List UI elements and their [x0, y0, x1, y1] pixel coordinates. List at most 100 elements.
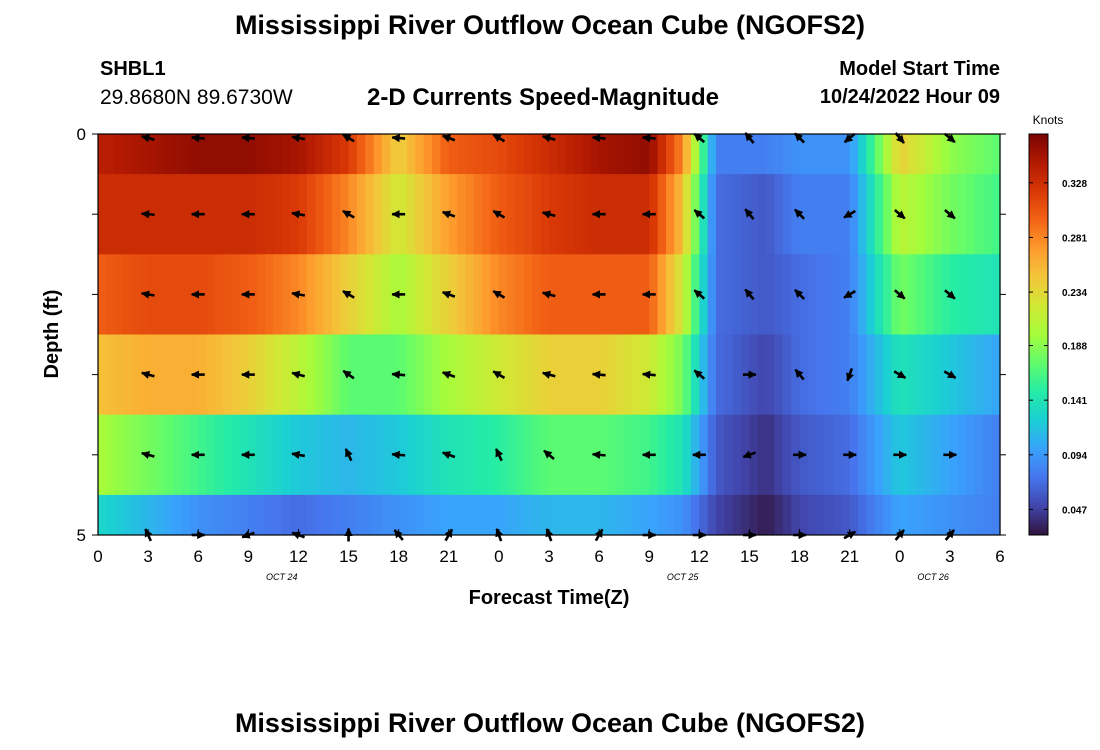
- heatmap-cell: [331, 254, 341, 335]
- heatmap-cell: [365, 134, 375, 175]
- heatmap-cell: [933, 414, 943, 496]
- heatmap-cell: [832, 174, 842, 255]
- heatmap-cell: [173, 414, 183, 496]
- heatmap-cell: [766, 334, 776, 416]
- heatmap-cell: [774, 254, 784, 335]
- heatmap-cell: [448, 334, 458, 416]
- heatmap-cell: [832, 414, 842, 496]
- heatmap-cell: [214, 174, 224, 255]
- heatmap-cell: [256, 334, 266, 416]
- heatmap-cell: [624, 414, 634, 496]
- heatmap-cell: [933, 494, 943, 536]
- heatmap-cell: [665, 254, 675, 335]
- heatmap-cell: [373, 254, 383, 335]
- heatmap-cell: [657, 134, 667, 175]
- heatmap-cell: [874, 174, 884, 255]
- heatmap-cell: [632, 174, 642, 255]
- heatmap-cell: [206, 134, 216, 175]
- heatmap-cell: [373, 494, 383, 536]
- heatmap-cell: [407, 494, 416, 536]
- heatmap-cell: [432, 334, 442, 416]
- x-tick-label: 3: [945, 547, 954, 566]
- heatmap-cell: [774, 134, 784, 175]
- heatmap-cell: [189, 494, 199, 536]
- heatmap-cell: [223, 414, 233, 496]
- heatmap-cell: [582, 174, 592, 255]
- heatmap-cell: [757, 254, 767, 335]
- second-chart-title: Mississippi River Outflow Ocean Cube (NG…: [234, 708, 866, 738]
- heatmap-cell: [782, 414, 792, 496]
- heatmap-cell: [732, 334, 742, 416]
- heatmap-cell: [498, 134, 508, 175]
- heatmap-cell: [557, 494, 567, 536]
- heatmap-cell: [674, 134, 684, 175]
- heatmap-cell: [490, 414, 500, 496]
- colorbar: Knots 0.047 0.094 0.141 0.188 0.234 0.281 0.32…: [1028, 113, 1087, 536]
- heatmap-cell: [273, 174, 283, 255]
- heatmap-cell: [732, 494, 742, 536]
- heatmap-cell: [807, 414, 817, 496]
- heatmap-cell: [106, 134, 116, 175]
- heatmap-cell: [331, 134, 341, 175]
- heatmap-cell: [866, 174, 876, 255]
- colorbar-label: Knots: [1033, 113, 1064, 127]
- heatmap-cell: [557, 254, 567, 335]
- heatmap-cell: [214, 254, 224, 335]
- current-vectors: [140, 132, 958, 542]
- heatmap-cell: [674, 414, 684, 496]
- heatmap-cell: [933, 134, 943, 175]
- date-label: OCT 26: [917, 572, 949, 582]
- x-tick-label: 18: [389, 547, 408, 566]
- heatmap-cell: [356, 174, 366, 255]
- heatmap-cell: [281, 414, 291, 496]
- heatmap-cell: [991, 494, 1001, 536]
- heatmap-cell: [131, 414, 141, 496]
- heatmap-cell: [306, 254, 316, 335]
- heatmap-cell: [540, 134, 550, 175]
- heatmap-cell: [156, 254, 166, 335]
- heatmap-cell: [214, 494, 224, 536]
- heatmap-cell: [348, 494, 358, 536]
- heatmap-cell: [682, 334, 692, 416]
- heatmap-cell: [908, 494, 918, 536]
- heatmap-cell: [473, 334, 483, 416]
- heatmap-cell: [966, 174, 976, 255]
- current-vector-arrow: [744, 288, 755, 301]
- heatmap-cell: [265, 254, 274, 335]
- heatmap-cell: [883, 254, 893, 335]
- heatmap-cell: [766, 494, 776, 536]
- heatmap-cell: [114, 174, 124, 255]
- heatmap-cell: [924, 494, 934, 536]
- current-vector-arrow: [742, 450, 756, 459]
- heatmap-cell: [615, 414, 625, 496]
- station-coordinates: 29.8680N 89.6730W: [100, 86, 293, 109]
- heatmap-cell: [448, 254, 458, 335]
- heatmap-cell: [432, 254, 442, 335]
- heatmap-cell: [423, 334, 433, 416]
- heatmap-cell: [682, 134, 692, 175]
- heatmap-cell: [123, 334, 133, 416]
- heatmap-cell: [507, 254, 517, 335]
- heatmap-cell: [874, 414, 884, 496]
- heatmap-cell: [164, 254, 174, 335]
- colorbar-tick-label: 0.188: [1062, 342, 1087, 353]
- heatmap-cell: [766, 174, 776, 255]
- heatmap-cell: [181, 174, 191, 255]
- heatmap-cell: [707, 134, 717, 175]
- heatmap-cell: [181, 334, 191, 416]
- heatmap-cell: [782, 174, 792, 255]
- heatmap-cell: [156, 494, 166, 536]
- heatmap-cell: [164, 414, 174, 496]
- heatmap-cell: [331, 334, 341, 416]
- heatmap-cell: [724, 414, 734, 496]
- heatmap-cell: [164, 334, 174, 416]
- colorbar-tick-label: 0.047: [1062, 505, 1087, 516]
- heatmap-cell: [98, 414, 107, 496]
- heatmap-cell: [607, 254, 617, 335]
- heatmap-cell: [716, 174, 725, 255]
- heatmap-cell: [356, 134, 366, 175]
- heatmap-cell: [515, 254, 525, 335]
- heatmap-cell: [273, 254, 283, 335]
- heatmap-cell: [657, 254, 667, 335]
- heatmap-cell: [858, 334, 867, 416]
